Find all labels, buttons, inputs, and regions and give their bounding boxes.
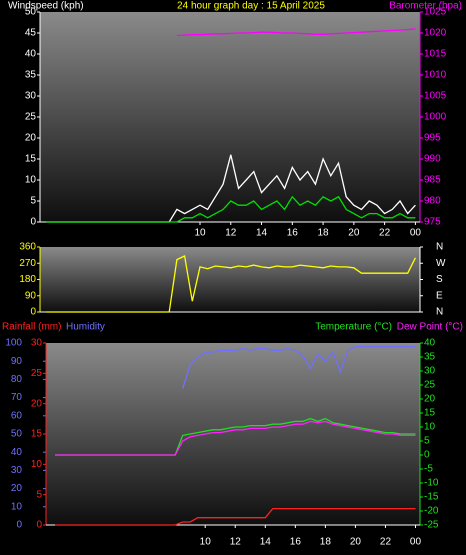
y-tick-label: 0 [16,520,22,531]
y2-tick-label: 1005 [424,91,447,102]
y-tick-label: 0 [30,217,36,228]
y2-tick-label: 985 [424,175,441,186]
y-tick-label: 35 [25,70,37,81]
x-tick-label: 00 [410,228,422,239]
y2-tick-label: 990 [424,154,441,165]
series-line [46,255,416,313]
y2-tick-label: 5 [424,436,430,447]
series-line [176,28,416,37]
y-tick-label: 360 [19,242,36,253]
x-tick-label: 22 [379,228,391,239]
series-line [55,420,416,456]
y-tick-label: 40 [25,49,37,60]
y-tick-label: 50 [11,429,23,440]
y2-tick-label: 20 [424,394,436,405]
y2-tick-label: -20 [424,506,439,517]
y2-tick-label: 1020 [424,28,447,39]
y3-tick-label: 5 [36,489,42,500]
y3-tick-label: 30 [31,338,43,349]
y-tick-label: 30 [25,91,37,102]
plot-area [46,343,420,525]
y2-tick-label: E [436,290,443,301]
y2-tick-label: 0 [424,450,430,461]
y-tick-label: 60 [11,410,23,421]
y2-tick-label: -10 [424,478,439,489]
x-tick-label: 00 [410,537,422,548]
y2-tick-label: 15 [424,408,436,419]
legend-label: Temperature (°C) [315,322,392,333]
y2-tick-label: S [436,274,443,285]
x-tick-label: 20 [348,228,360,239]
y-tick-label: 270 [19,258,36,269]
y2-tick-label: 1000 [424,112,447,123]
y-tick-label: 45 [25,28,37,39]
x-tick-label: 12 [225,228,237,239]
y-tick-label: 10 [25,175,37,186]
y-tick-label: 90 [25,290,37,301]
y2-tick-label: N [436,242,443,253]
y-tick-label: 20 [25,133,37,144]
y-tick-label: 0 [30,307,36,318]
y2-tick-label: 25 [424,380,436,391]
y-tick-label: 30 [11,465,23,476]
y2-tick-label: W [436,258,446,269]
x-tick-label: 10 [200,537,212,548]
chart-title: 24 hour graph day : 15 April 2025 [177,1,325,12]
legend-label: Rainfall (mm) [2,322,61,333]
y-tick-label: 50 [25,7,37,18]
y2-tick-label: 1010 [424,70,447,81]
y2-tick-label: 1015 [424,49,447,60]
y-tick-label: 80 [11,374,23,385]
y-tick-label: 15 [25,154,37,165]
x-tick-label: 14 [256,228,268,239]
y-tick-label: 40 [11,447,23,458]
y2-tick-label: N [436,307,443,318]
x-tick-label: 10 [194,228,206,239]
y-tick-label: 5 [30,196,36,207]
y2-tick-label: 35 [424,352,436,363]
x-tick-label: 16 [290,537,302,548]
legend-label: Dew Point (°C) [397,322,463,333]
series-line [55,507,416,526]
plot-area [40,247,420,312]
x-tick-label: 12 [230,537,242,548]
y2-tick-label: -5 [424,464,433,475]
y3-tick-label: 25 [31,368,43,379]
series-line [46,195,416,223]
series-line [182,345,416,389]
y2-tick-label: 40 [424,338,436,349]
y2-tick-label: 975 [424,217,441,228]
y2-tick-label: -25 [424,520,439,531]
x-tick-label: 16 [287,228,299,239]
x-tick-label: 22 [380,537,392,548]
plot-area [40,12,420,222]
y2-tick-label: 995 [424,133,441,144]
y-tick-label: 100 [5,338,22,349]
y3-tick-label: 10 [31,459,43,470]
y2-tick-label: 10 [424,422,436,433]
y3-tick-label: 20 [31,398,43,409]
y3-tick-label: 0 [36,520,42,531]
x-tick-label: 14 [260,537,272,548]
y3-tick-label: 15 [31,429,43,440]
y2-tick-label: 30 [424,366,436,377]
y-axis-label: Windspeed (kph) [8,1,84,12]
y-tick-label: 25 [25,112,37,123]
y-tick-label: 90 [11,356,23,367]
y2-tick-label: 980 [424,196,441,207]
y2-tick-label: -15 [424,492,439,503]
legend-label: Humidity [66,322,105,333]
y2-axis-label: Barometer (hpa) [389,1,462,12]
y-tick-label: 70 [11,392,23,403]
y-tick-label: 20 [11,483,23,494]
x-tick-label: 18 [318,228,330,239]
x-tick-label: 18 [320,537,332,548]
y-tick-label: 180 [19,274,36,285]
x-tick-label: 20 [350,537,362,548]
y-tick-label: 10 [11,501,23,512]
y2-tick-label: 1025 [424,7,447,18]
